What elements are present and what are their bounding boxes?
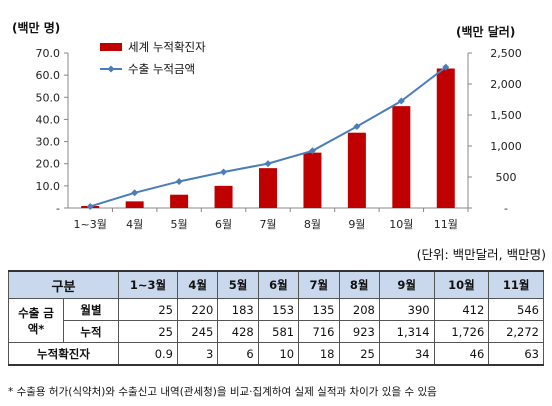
table-cell: 208 [338, 298, 380, 321]
table-cell: 6 [217, 342, 259, 366]
table-cell: 716 [298, 320, 340, 343]
row-label-cumulative: 누적 [63, 320, 119, 343]
table-header-gubun: 구분 [8, 270, 119, 299]
right-tick-label: 1,500 [490, 109, 522, 122]
line-point [442, 63, 450, 71]
table-cell: 3 [176, 342, 219, 366]
legend: 세계 누적확진자 수출 누적금액 [100, 40, 206, 76]
right-tick-label: 500 [496, 171, 517, 184]
left-tick-label: 60.0 [36, 69, 61, 82]
left-axis-label: (백만 명) [12, 20, 60, 35]
right-axis-label: (백만 달러) [456, 24, 515, 39]
table-row-monthly: 수출 금액* 월별 25 220 183 153 135 208 390 412… [8, 298, 544, 343]
line-point [353, 123, 361, 131]
x-tick-label: 11월 [434, 218, 458, 231]
legend-line-marker [107, 65, 115, 73]
x-tick-label: 8월 [304, 218, 321, 231]
table-cell: 0.9 [118, 342, 178, 366]
row-label-confirmed: 누적확진자 [8, 342, 119, 366]
combo-chart: (백만 명) (백만 달러) 세계 누적확진자 수출 누적금액 - 10.0 20.… [12, 20, 522, 231]
table-header-month: 9월 [378, 270, 435, 299]
export-group-label: 수출 금액* [8, 298, 64, 343]
table-cell: 220 [176, 298, 219, 321]
table-cell: 428 [217, 320, 259, 343]
right-tick-label: 2,500 [490, 47, 522, 60]
table-cell: 153 [257, 298, 300, 321]
line-series [86, 63, 450, 210]
legend-line-label: 수출 누적금액 [128, 62, 195, 76]
tick-labels: - 10.0 20.0 30.0 40.0 50.0 60.0 70.0 - 500 1,000 1,… [36, 47, 522, 231]
bar [303, 152, 322, 208]
table-header-row: 구분 1~3월 4월 5월 6월 7월 8월 9월 10월 11월 [8, 270, 544, 299]
x-tick-label: 4월 [126, 218, 143, 231]
line-point [131, 189, 139, 197]
table-cell: 581 [257, 320, 300, 343]
x-tick-label: 10월 [389, 218, 413, 231]
table-cell: 245 [176, 320, 219, 343]
table-cell: 1,314 [378, 320, 435, 343]
x-tick-label: 7월 [259, 218, 276, 231]
table-header-month: 7월 [298, 270, 340, 299]
left-tick-label: 40.0 [36, 113, 61, 126]
table-header-month: 10월 [433, 270, 490, 299]
left-tick-label: 50.0 [36, 91, 61, 104]
line-point [264, 160, 272, 168]
footnote: * 수출용 허가(식약처)와 수출신고 내역(관세청)을 비교·집계하여 실제 … [8, 386, 437, 398]
table-cell: 10 [257, 342, 300, 366]
x-tick-label: 1~3월 [74, 218, 107, 231]
table-cell: 390 [378, 298, 435, 321]
right-tick-label: 2,000 [490, 78, 522, 91]
table-cell: 34 [378, 342, 435, 366]
x-tick-label: 9월 [348, 218, 365, 231]
right-tick-label: - [504, 202, 508, 215]
legend-bar-label: 세계 누적확진자 [128, 40, 206, 54]
table-cell: 135 [298, 298, 340, 321]
unit-note: (단위: 백만달러, 백만명) [416, 247, 546, 262]
table-cell: 2,272 [488, 320, 544, 343]
table-cell: 1,726 [433, 320, 490, 343]
bar [259, 168, 277, 208]
table-cell: 18 [298, 342, 340, 366]
row-label-monthly: 월별 [63, 298, 119, 321]
table-header-month: 1~3월 [118, 270, 178, 299]
table-header-month: 11월 [488, 270, 544, 299]
table-row-cumulative: 누적 25 245 428 581 716 923 1,314 1,726 2,… [9, 320, 544, 343]
table-cell: 923 [338, 320, 380, 343]
line-point [175, 177, 183, 185]
table-header-month: 8월 [338, 270, 380, 299]
bar [214, 185, 233, 208]
table-header-month: 5월 [217, 270, 259, 299]
bar [125, 201, 144, 208]
right-tick-label: 1,000 [490, 140, 522, 153]
left-tick-label: 20.0 [36, 158, 61, 171]
table-cell: 412 [433, 298, 490, 321]
line-point [220, 168, 228, 176]
table-cell: 183 [217, 298, 259, 321]
table-row-confirmed: 누적확진자 0.9 3 6 10 18 25 34 46 63 [8, 342, 544, 366]
table-cell: 25 [338, 342, 380, 366]
left-tick-label: 70.0 [36, 47, 61, 60]
bars [81, 68, 455, 208]
left-tick-label: 10.0 [36, 180, 61, 193]
bar [392, 106, 411, 208]
x-tick-label: 5월 [171, 218, 188, 231]
table-cell: 546 [488, 298, 544, 321]
table-cell: 46 [433, 342, 490, 366]
table-cell: 63 [488, 342, 544, 366]
left-tick-label: - [56, 202, 60, 215]
x-tick-label: 6월 [215, 218, 232, 231]
legend-bar-swatch [100, 43, 122, 51]
bar [170, 194, 189, 208]
line-point [397, 97, 405, 105]
table-header-month: 4월 [176, 270, 219, 299]
bar [347, 132, 366, 208]
line-point [86, 202, 94, 210]
line-point [308, 147, 316, 155]
table-cell: 25 [118, 320, 178, 343]
bar [436, 68, 455, 208]
table-cell: 25 [118, 298, 178, 321]
table-header-month: 6월 [257, 270, 300, 299]
left-tick-label: 30.0 [36, 136, 61, 149]
data-table: 구분 1~3월 4월 5월 6월 7월 8월 9월 10월 11월 수출 금액*… [8, 270, 544, 366]
